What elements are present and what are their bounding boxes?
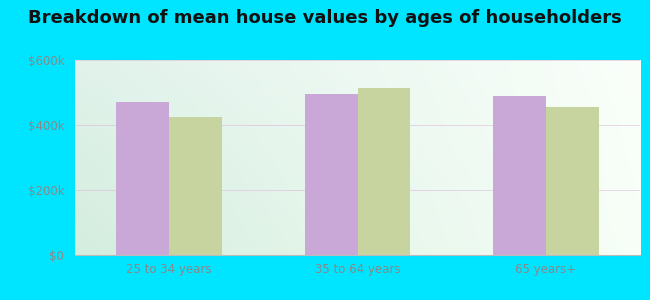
Legend: Garwood, New Jersey: Garwood, New Jersey (254, 296, 462, 300)
Bar (305, 94, 358, 255)
Bar (493, 96, 546, 255)
Bar (546, 107, 599, 255)
Bar (169, 117, 222, 255)
Bar (116, 102, 169, 255)
Text: Breakdown of mean house values by ages of householders: Breakdown of mean house values by ages o… (28, 9, 622, 27)
Bar (358, 88, 410, 255)
